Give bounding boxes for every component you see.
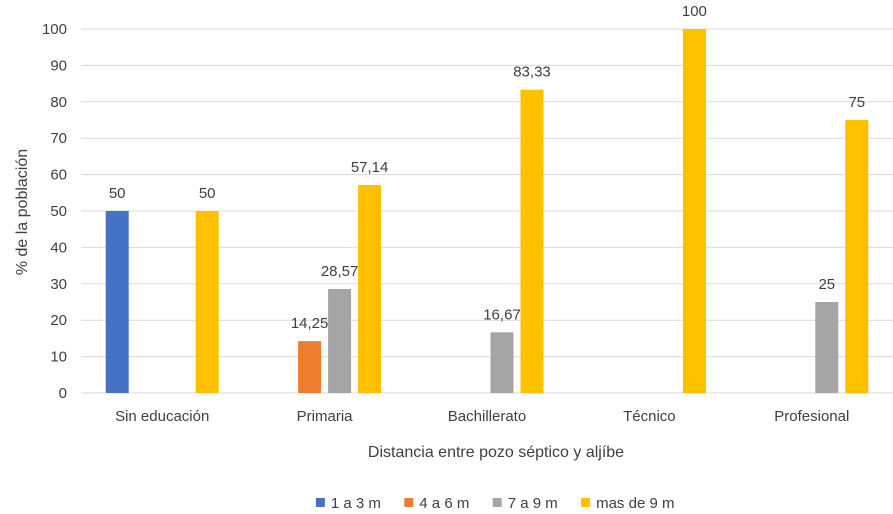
bar — [520, 89, 544, 393]
data-label: 83,33 — [513, 64, 551, 81]
legend-label: 1 a 3 m — [331, 495, 381, 512]
y-tick-label: 90 — [50, 57, 67, 74]
data-labels: 50 50 14,25 28,57 57,14 16,67 83,33 100 25 75 — [109, 3, 865, 332]
y-tick-label: 70 — [50, 130, 67, 147]
bar — [682, 29, 706, 393]
legend-label: 4 a 6 m — [419, 495, 469, 512]
legend-item: 4 a 6 m — [404, 495, 469, 512]
y-tick-label: 60 — [50, 167, 67, 184]
bar — [358, 185, 382, 393]
legend-item: mas de 9 m — [581, 495, 674, 512]
category-label: Primaria — [297, 408, 353, 425]
legend-label: 7 a 9 m — [508, 495, 558, 512]
data-label: 100 — [682, 3, 707, 20]
category-label: Bachillerato — [448, 408, 526, 425]
data-label: 50 — [109, 185, 126, 202]
data-label: 50 — [199, 185, 216, 202]
bar — [815, 302, 839, 393]
bars — [105, 29, 869, 393]
bar — [845, 120, 869, 393]
y-tick-label: 50 — [50, 203, 67, 220]
legend-label: mas de 9 m — [596, 495, 674, 512]
y-tick-label: 80 — [50, 94, 67, 111]
bar — [105, 211, 129, 393]
y-tick-label: 20 — [50, 312, 67, 329]
legend: 1 a 3 m 4 a 6 m 7 a 9 m mas de 9 m — [315, 495, 674, 512]
y-tick-label: 100 — [42, 21, 67, 38]
legend-swatch — [315, 498, 325, 507]
data-label: 28,57 — [321, 263, 359, 280]
legend-item: 1 a 3 m — [315, 495, 381, 512]
y-axis-ticks: 0 10 20 30 40 50 60 70 80 90 100 — [42, 21, 67, 402]
data-label: 75 — [848, 94, 865, 111]
category-label: Técnico — [623, 408, 676, 425]
category-label: Sin educación — [115, 408, 209, 425]
y-axis-title: % de la población — [14, 149, 31, 275]
y-tick-label: 40 — [50, 239, 67, 256]
data-label: 25 — [818, 276, 835, 293]
y-tick-label: 30 — [50, 276, 67, 293]
bar — [298, 341, 322, 393]
bar — [490, 332, 514, 393]
data-label: 14,25 — [291, 315, 329, 332]
data-label: 57,14 — [351, 159, 389, 176]
y-tick-label: 10 — [50, 349, 67, 366]
x-axis-title: Distancia entre pozo séptico y aljíbe — [368, 444, 624, 461]
y-tick-label: 0 — [59, 385, 67, 402]
x-axis-categories: Sin educación Primaria Bachillerato Técnico… — [115, 408, 849, 425]
legend-item: 7 a 9 m — [492, 495, 558, 512]
bar — [328, 289, 352, 393]
legend-swatch — [404, 498, 414, 507]
bar — [195, 211, 219, 393]
data-label: 16,67 — [483, 306, 521, 323]
legend-swatch — [492, 498, 502, 507]
category-label: Profesional — [774, 408, 849, 425]
legend-swatch — [581, 498, 591, 507]
